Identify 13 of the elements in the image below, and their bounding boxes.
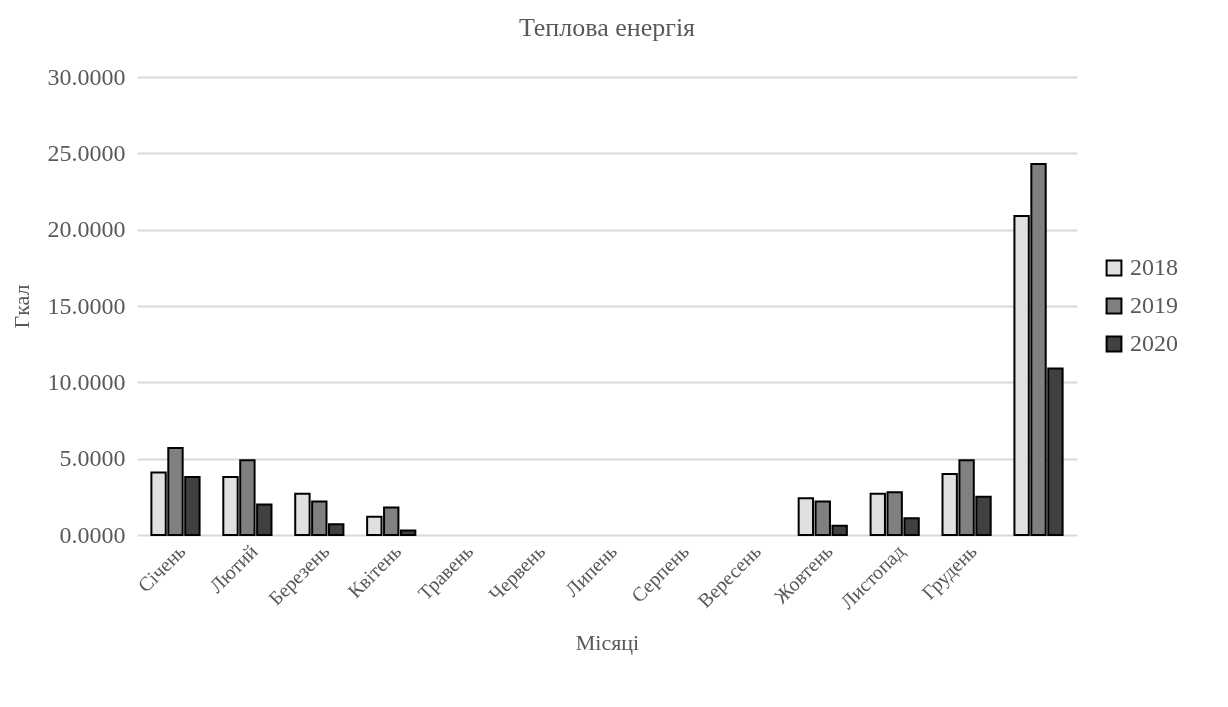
y-tick-label: 0.0000: [59, 521, 126, 548]
y-tick-label: 5.0000: [59, 445, 126, 472]
legend-label: 2018: [1130, 254, 1178, 280]
x-axis-title: Місяці: [575, 630, 640, 656]
y-axis-title: Гкал: [8, 284, 34, 329]
y-tick-label: 20.0000: [47, 216, 126, 243]
y-tick-label: 15.0000: [47, 292, 126, 319]
y-tick-label: 10.0000: [47, 368, 126, 395]
y-tick-label: 25.0000: [47, 139, 126, 166]
y-tick-label: 30.0000: [47, 63, 126, 90]
legend-label: 2020: [1130, 330, 1178, 356]
legend-label: 2019: [1130, 292, 1178, 318]
chart-title: Теплова енергія: [518, 13, 696, 42]
